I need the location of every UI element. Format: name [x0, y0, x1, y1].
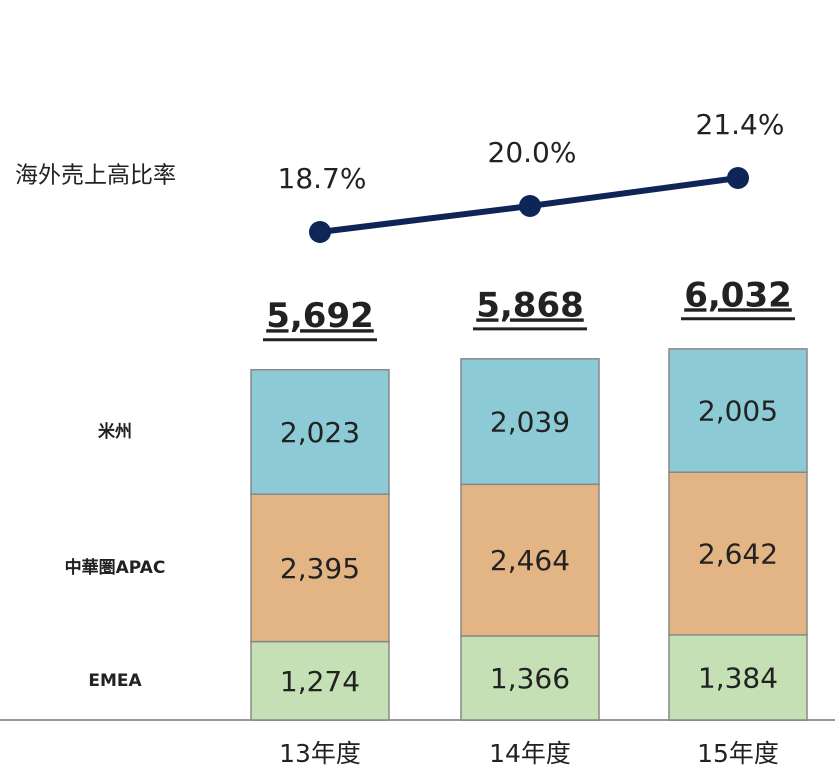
value-label: 2,464: [490, 544, 570, 577]
point: [519, 195, 541, 217]
legend-label: 中華圏APAC: [65, 557, 166, 578]
legend-label: 海外売上高比率: [15, 163, 176, 189]
value-label: 2,039: [490, 406, 570, 439]
total-label: 5,868: [476, 285, 584, 325]
point: [727, 167, 749, 189]
bar-segment: [250, 493, 390, 643]
bar-segment: [668, 471, 808, 636]
bar-segment: [668, 348, 808, 473]
total-label: 6,032: [684, 275, 792, 315]
value-label: 2,642: [698, 538, 778, 571]
value-label: 1,384: [698, 661, 778, 694]
value-label: 2,005: [698, 395, 778, 428]
x-tick-label: 15年度: [697, 739, 779, 768]
value-label: 21.4%: [696, 108, 785, 141]
point: [309, 221, 331, 243]
value-label: 20.0%: [488, 136, 577, 169]
x-tick-label: 13年度: [279, 739, 361, 768]
bar-segment: [250, 368, 390, 495]
value-label: 2,395: [280, 552, 360, 585]
bar-segment: [460, 635, 600, 721]
value-label: 18.7%: [278, 162, 367, 195]
value-label: 1,274: [280, 665, 360, 698]
value-label: 1,366: [490, 662, 570, 695]
bar-segment: [250, 640, 390, 721]
bar-segment: [460, 358, 600, 486]
value-label: 2,023: [280, 416, 360, 449]
legend-label: 米州: [98, 421, 132, 442]
total-label: 5,692: [266, 296, 374, 336]
legend-label: EMEA: [88, 671, 142, 691]
x-tick-label: 14年度: [489, 739, 571, 768]
bar-segment: [460, 483, 600, 637]
